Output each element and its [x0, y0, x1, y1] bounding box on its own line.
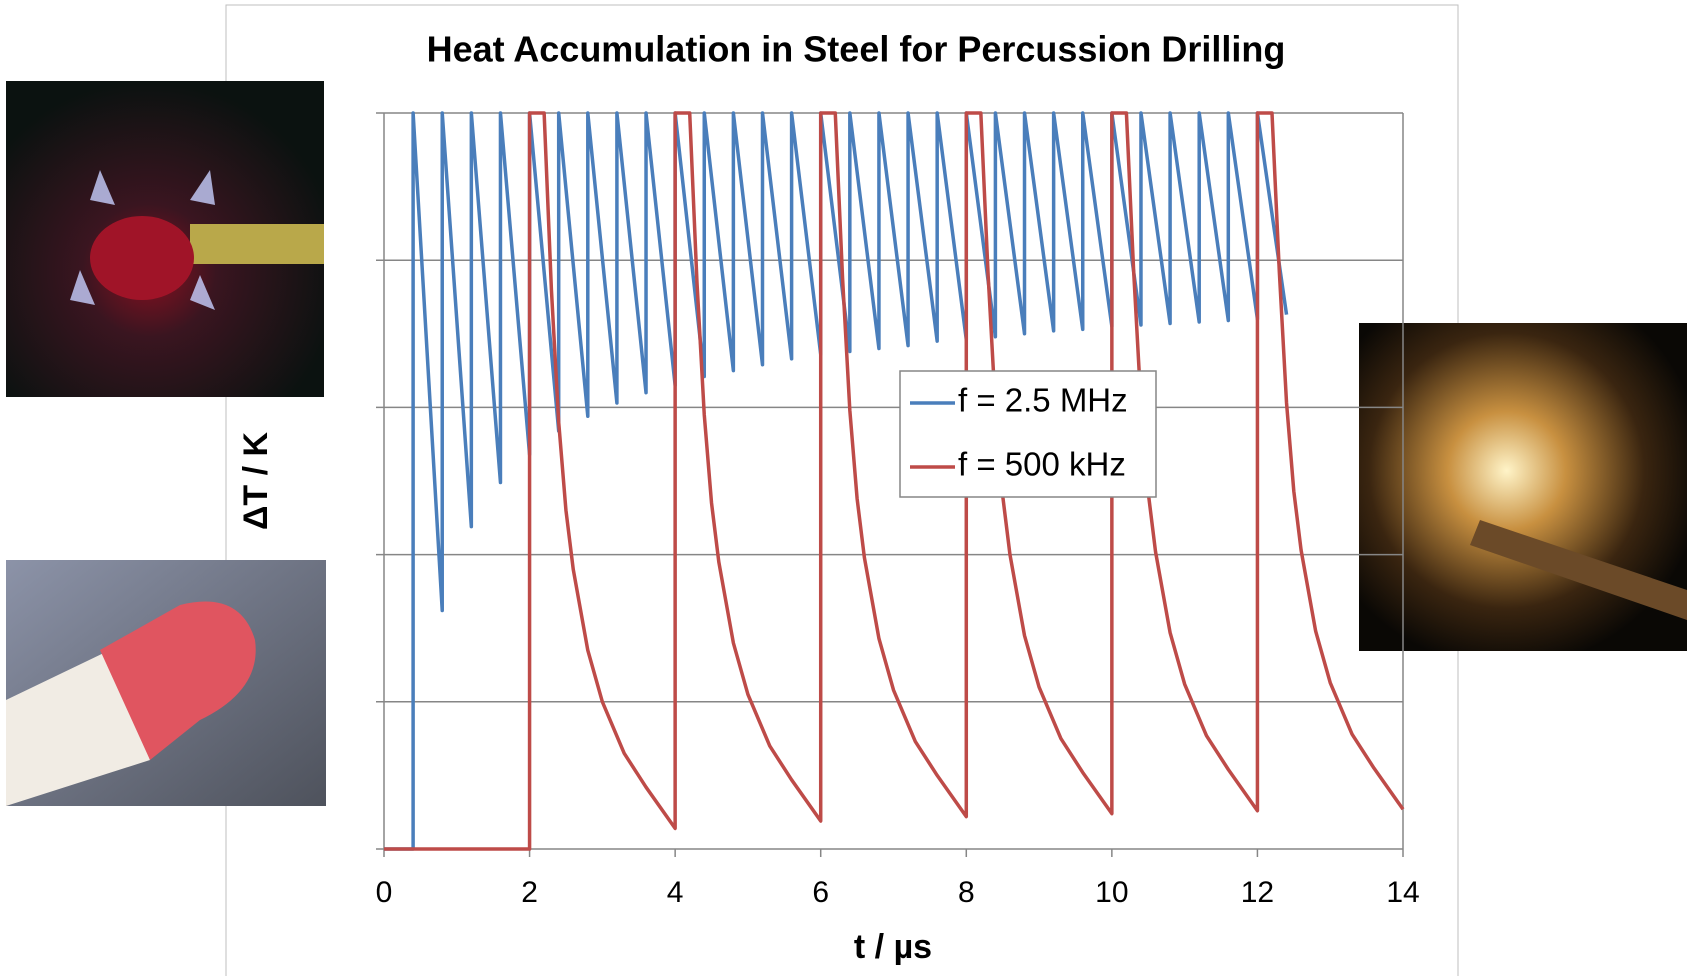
x-tick-label: 4 — [667, 876, 684, 909]
legend-box — [899, 370, 1157, 498]
x-axis-label: t / µs — [854, 928, 932, 966]
legend-label: f = 500 kHz — [958, 446, 1126, 483]
photo-right — [1359, 323, 1687, 651]
x-tick-label: 6 — [812, 876, 829, 909]
chart-title: Heat Accumulation in Steel for Percussio… — [427, 29, 1286, 70]
photo-bottom-left — [6, 560, 326, 806]
x-tick-label: 2 — [521, 876, 538, 909]
y-axis-label: ΔT / K — [237, 432, 275, 531]
x-tick-label: 14 — [1386, 876, 1419, 909]
photo-top-left — [6, 81, 324, 397]
x-tick-label: 8 — [958, 876, 975, 909]
series-line — [384, 111, 1405, 851]
x-tick-label: 10 — [1095, 876, 1128, 909]
legend-label: f = 2.5 MHz — [958, 382, 1128, 419]
x-tick-label: 0 — [376, 876, 393, 909]
legend: f = 2.5 MHz f = 500 kHz — [899, 370, 1157, 498]
chart-frame — [225, 4, 1459, 976]
x-tick-label: 12 — [1241, 876, 1274, 909]
